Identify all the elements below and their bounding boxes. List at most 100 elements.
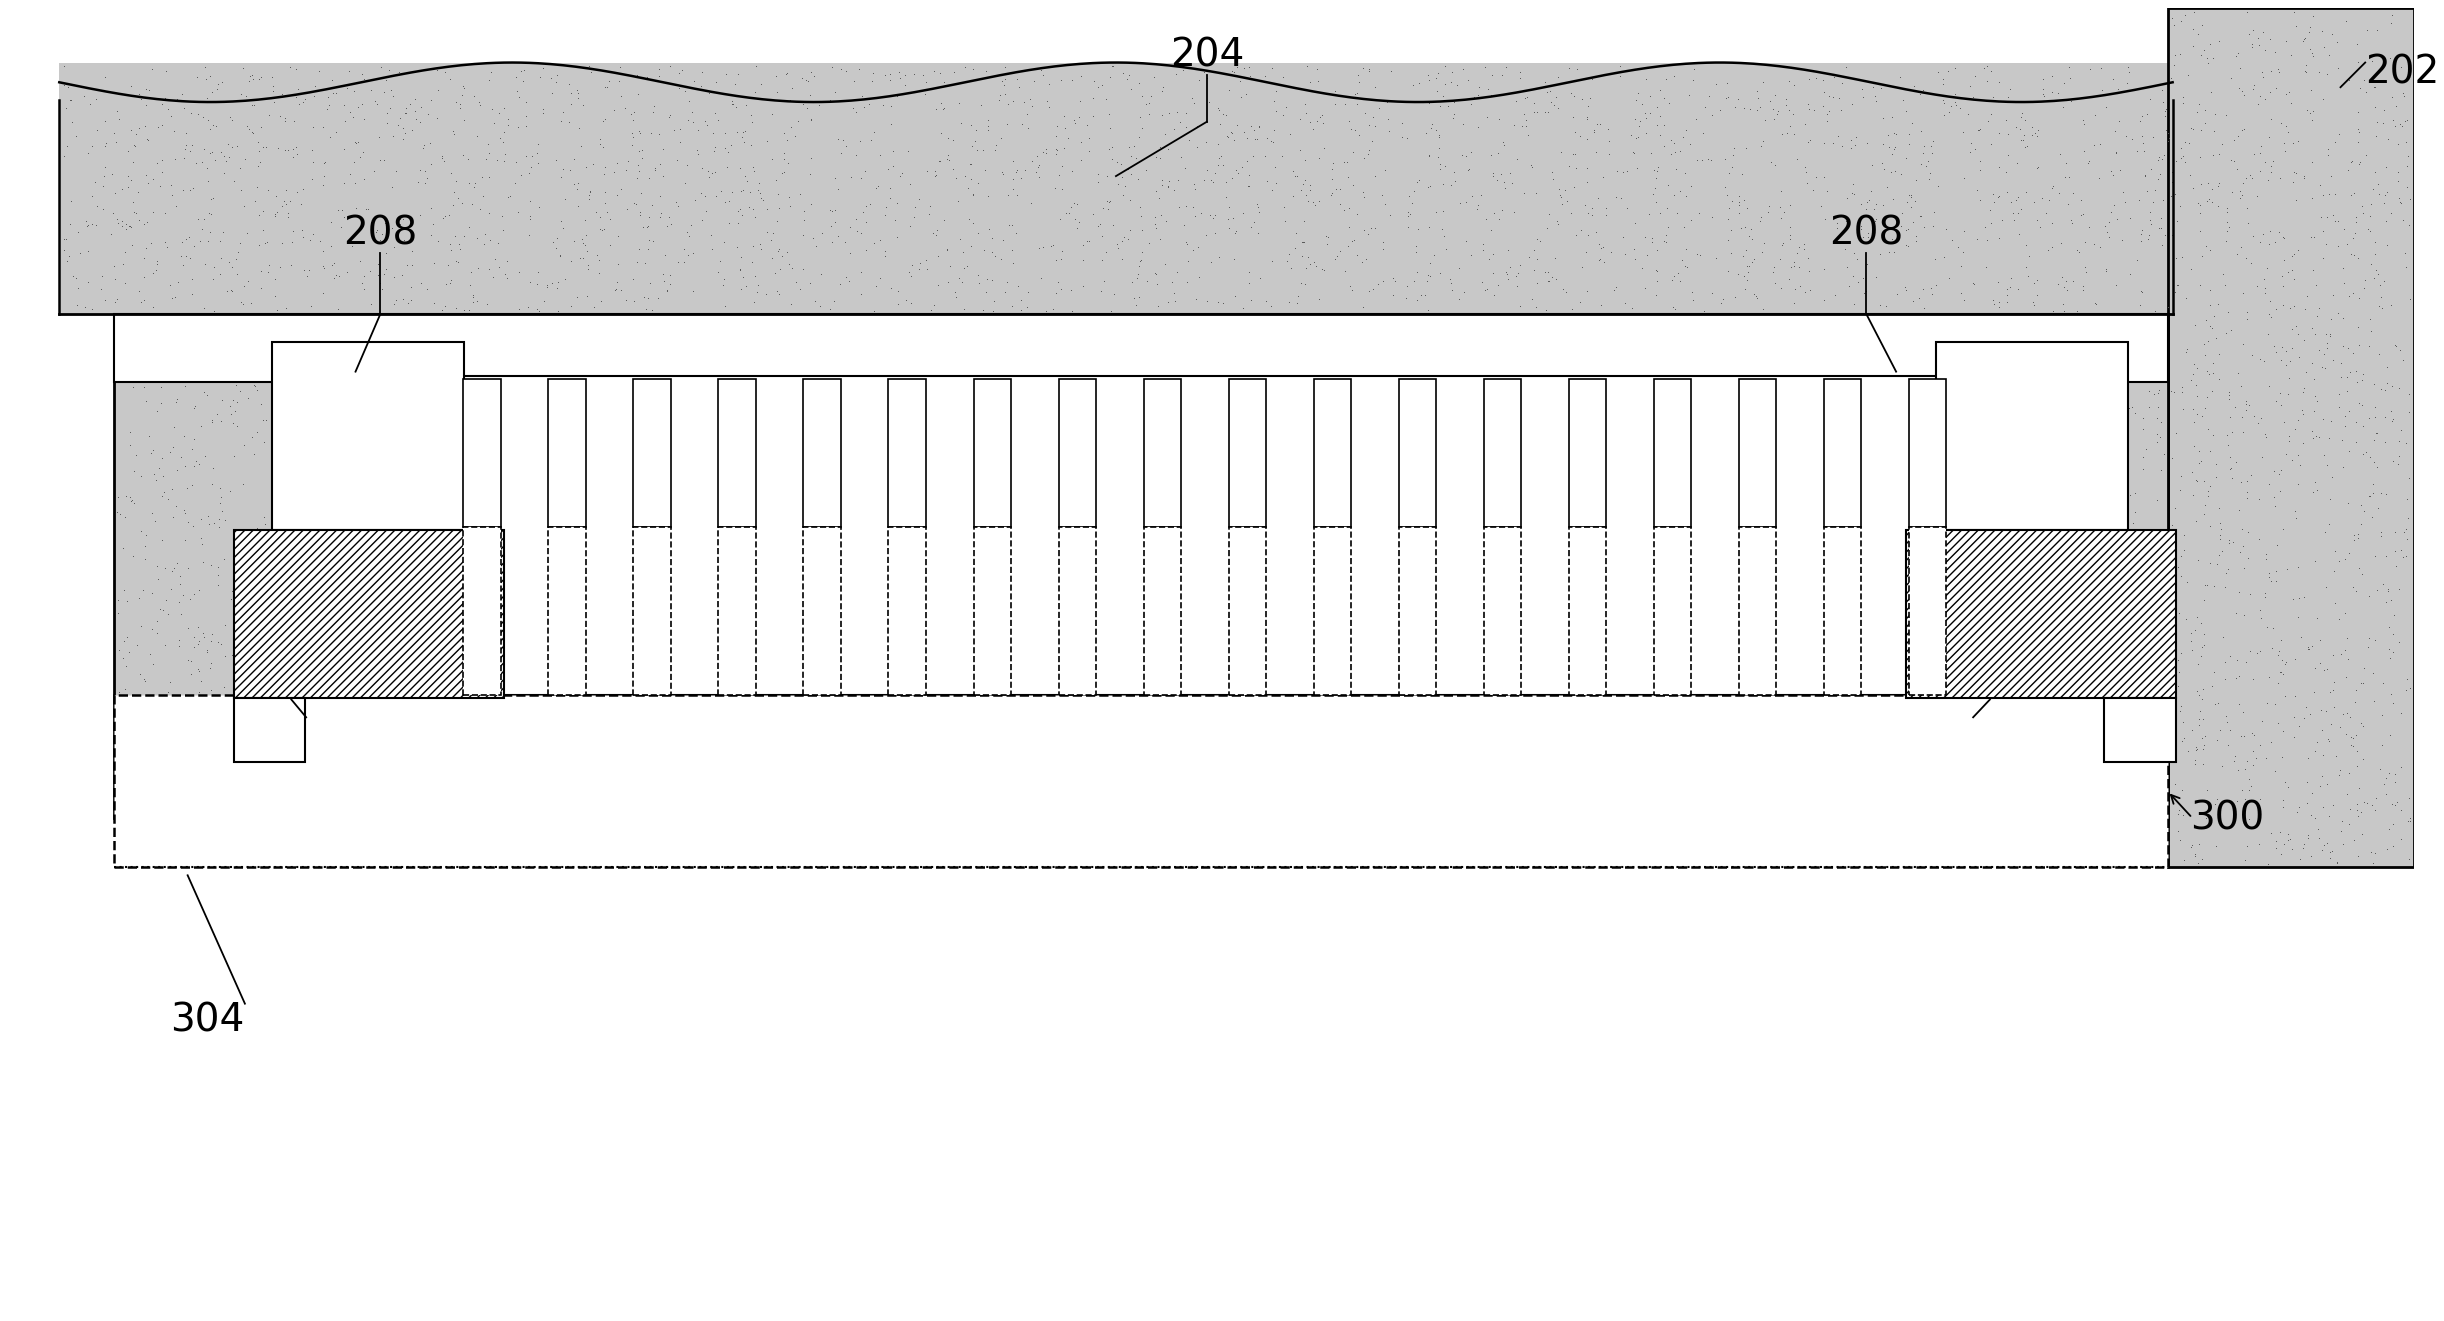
Point — [266, 193, 306, 214]
Point — [2339, 523, 2378, 544]
Point — [528, 802, 567, 823]
Point — [2212, 458, 2251, 480]
Point — [1149, 102, 1188, 123]
Point — [2278, 131, 2317, 152]
Point — [1515, 324, 1554, 345]
Point — [1743, 131, 1782, 152]
Point — [110, 421, 149, 443]
Point — [161, 565, 200, 587]
Point — [738, 281, 777, 303]
Point — [1635, 259, 1674, 280]
Point — [232, 122, 271, 143]
Point — [2192, 82, 2231, 103]
Point — [1327, 738, 1366, 760]
Point — [1784, 347, 1823, 369]
Point — [308, 624, 347, 645]
Point — [633, 300, 672, 321]
Point — [252, 749, 291, 770]
Point — [2109, 624, 2148, 645]
Point — [271, 559, 310, 580]
Point — [2310, 682, 2349, 703]
Point — [1728, 256, 1767, 277]
Point — [1528, 271, 1567, 292]
Point — [1063, 250, 1102, 271]
Point — [2332, 734, 2371, 756]
Point — [1963, 734, 2002, 756]
Point — [2268, 777, 2307, 798]
Point — [960, 272, 1000, 293]
Point — [508, 297, 547, 318]
Point — [1789, 69, 1828, 90]
Point — [2324, 258, 2363, 279]
Point — [1520, 231, 1559, 252]
Point — [1537, 98, 1576, 119]
Point — [291, 655, 330, 676]
Point — [1652, 744, 1691, 765]
Point — [1794, 708, 1833, 729]
Point — [330, 791, 369, 812]
Point — [938, 190, 978, 211]
Point — [1716, 325, 1755, 346]
Point — [518, 797, 557, 818]
Point — [1738, 87, 1777, 108]
Point — [357, 697, 396, 719]
Point — [2121, 106, 2160, 127]
Point — [1051, 301, 1090, 322]
Point — [2251, 291, 2290, 312]
Point — [203, 676, 242, 697]
Point — [980, 127, 1019, 148]
Point — [1151, 794, 1190, 815]
Point — [2180, 145, 2219, 166]
Point — [2195, 351, 2234, 373]
Point — [1760, 197, 1799, 218]
Point — [2275, 417, 2314, 439]
Point — [286, 429, 325, 450]
Point — [1139, 345, 1178, 366]
Point — [2373, 110, 2412, 131]
Point — [909, 704, 948, 725]
Point — [1535, 745, 1574, 766]
Point — [2307, 333, 2346, 354]
Point — [2339, 153, 2378, 174]
Point — [1364, 194, 1403, 215]
Point — [266, 509, 306, 530]
Point — [2368, 839, 2407, 860]
Point — [2080, 762, 2119, 783]
Point — [1374, 284, 1413, 305]
Point — [186, 384, 225, 406]
Point — [127, 211, 166, 232]
Point — [188, 202, 227, 223]
Point — [2204, 668, 2244, 690]
Point — [599, 71, 638, 92]
Point — [2305, 835, 2344, 856]
Point — [1928, 267, 1967, 288]
Point — [2070, 750, 2109, 771]
Point — [1909, 168, 1948, 189]
Point — [2349, 637, 2388, 658]
Point — [2275, 268, 2314, 289]
Point — [1004, 321, 1044, 342]
Point — [1215, 285, 1254, 306]
Point — [904, 729, 943, 750]
Point — [1721, 218, 1760, 239]
Point — [183, 106, 222, 127]
Point — [968, 115, 1007, 136]
Point — [496, 738, 535, 760]
Point — [1396, 765, 1435, 786]
Point — [2102, 731, 2141, 752]
Point — [2053, 638, 2092, 659]
Point — [599, 226, 638, 247]
Point — [2190, 441, 2229, 462]
Point — [349, 502, 389, 523]
Point — [362, 386, 401, 407]
Point — [2058, 330, 2097, 351]
Point — [166, 229, 205, 250]
Point — [257, 387, 296, 408]
Point — [213, 768, 252, 789]
Point — [736, 324, 775, 345]
Point — [1349, 61, 1388, 82]
Point — [613, 100, 653, 122]
Point — [626, 748, 665, 769]
Point — [2373, 450, 2412, 472]
Point — [1667, 697, 1706, 719]
